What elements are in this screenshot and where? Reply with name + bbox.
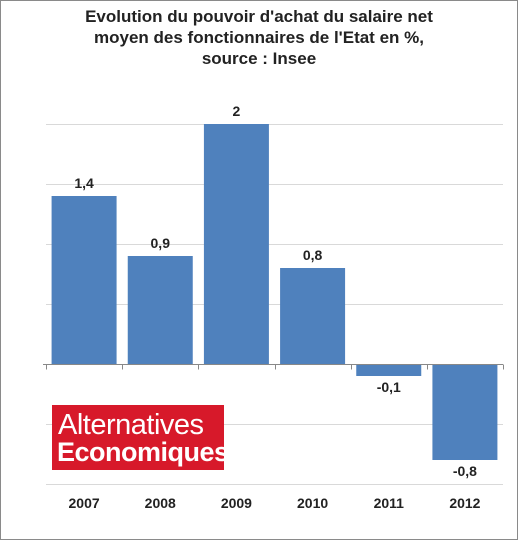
logo-line-2: Economiques bbox=[57, 437, 229, 467]
bars bbox=[51, 124, 498, 460]
bar-2012 bbox=[432, 364, 498, 460]
chart-title: Evolution du pouvoir d'achat du salaire … bbox=[0, 6, 518, 69]
x-tick-label-2009: 2009 bbox=[221, 495, 252, 511]
x-tick-label-2008: 2008 bbox=[145, 495, 176, 511]
data-label-2012: -0,8 bbox=[453, 463, 477, 479]
x-tick-labels: 2007 2008 2009 2010 2011 2012 bbox=[69, 495, 481, 511]
data-label-2008: 0,9 bbox=[151, 235, 171, 251]
alternatives-economiques-logo: Alternatives Economiques bbox=[52, 405, 229, 470]
logo-line-1: Alternatives bbox=[58, 409, 204, 441]
gridlines bbox=[46, 124, 503, 485]
data-label-2010: 0,8 bbox=[303, 247, 323, 263]
x-tick-label-2007: 2007 bbox=[69, 495, 100, 511]
data-label-2011: -0,1 bbox=[377, 379, 401, 395]
chart-title-line-3: source : Insee bbox=[201, 49, 317, 68]
data-labels: 1,4 0,9 2 0,8 -0,1 -0,8 bbox=[74, 103, 477, 479]
chart-title-line-2: moyen des fonctionnaires de l'Etat en %, bbox=[94, 28, 424, 47]
bar-2009 bbox=[203, 124, 269, 364]
bar-2010 bbox=[280, 268, 346, 364]
bar-2007 bbox=[51, 196, 117, 364]
x-tick-label-2012: 2012 bbox=[449, 495, 480, 511]
data-label-2007: 1,4 bbox=[74, 175, 94, 191]
chart-title-line-1: Evolution du pouvoir d'achat du salaire … bbox=[85, 7, 433, 26]
bar-2008 bbox=[127, 256, 193, 364]
x-tick-label-2011: 2011 bbox=[374, 495, 405, 511]
x-tick-label-2010: 2010 bbox=[297, 495, 328, 511]
bar-2011 bbox=[356, 364, 422, 376]
axes bbox=[43, 364, 504, 370]
data-label-2009: 2 bbox=[233, 103, 241, 119]
